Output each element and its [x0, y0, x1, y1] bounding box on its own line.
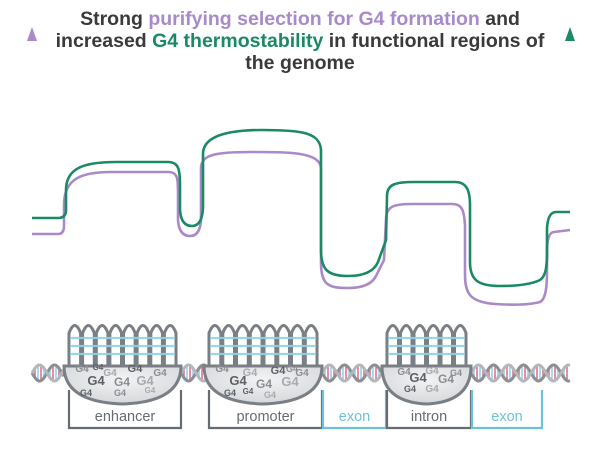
title-part-2: and increased — [55, 8, 520, 52]
g4-hairpin-loop — [276, 324, 291, 365]
dna-backbone — [320, 363, 389, 383]
arrow-up-icon — [27, 27, 37, 41]
g4-label: G4 — [87, 373, 105, 388]
g4-hairpin-loop — [108, 324, 123, 365]
g4-label: G4 — [397, 367, 411, 378]
g4-bulge-body — [202, 364, 324, 406]
g4-bulge-body — [380, 364, 473, 406]
g4-label: G4 — [114, 375, 130, 389]
region-enhancer: enhancer — [67, 390, 183, 430]
dna-helix-segment — [469, 363, 571, 383]
g4-hairpin-loop — [303, 324, 319, 365]
g4-hairpin-loop — [122, 324, 137, 365]
title-part-3: in functional regions of the genome — [245, 30, 545, 74]
g4-hairpin-loop — [162, 324, 178, 365]
dna-backbone — [469, 363, 571, 383]
g4-label: G4 — [215, 364, 229, 375]
arrow-up-icon — [565, 27, 575, 41]
g4-label: G4 — [425, 366, 439, 377]
g4-hairpin-loop — [290, 324, 305, 365]
g4-label: G4 — [75, 364, 89, 375]
region-label: promoter — [236, 409, 294, 425]
g4-hairpin-loop — [149, 324, 164, 365]
g4-label: G4 — [103, 368, 117, 379]
g4-label: G4 — [264, 390, 276, 400]
dna-backbone — [179, 363, 211, 383]
g4-label: G4 — [93, 363, 104, 372]
y-axis-thermostability — [565, 27, 575, 356]
title-part-1: Strong — [80, 8, 149, 30]
region-label: intron — [411, 409, 447, 425]
g4-hairpin-loop — [135, 324, 151, 365]
dna-backbone — [469, 363, 571, 383]
y-axis-selection — [27, 27, 37, 356]
dna-backbone — [30, 363, 66, 383]
region-exon1: exon — [321, 390, 388, 430]
dna-helix-segment — [320, 363, 389, 383]
g4-label: G4 — [128, 363, 144, 375]
g4-label: G4 — [243, 367, 259, 379]
g4-hairpin-loop — [453, 324, 468, 365]
g4-label: G4 — [425, 384, 439, 395]
g4-hairpin-loop — [235, 324, 250, 365]
g4-hairpin-loop — [439, 324, 454, 365]
g4-label: G4 — [145, 386, 156, 395]
g4-label: G4 — [281, 374, 299, 389]
g4-hairpin-loop — [412, 324, 427, 365]
g4-hairpin-loop — [94, 324, 110, 365]
title-purifying-selection: purifying selection for G4 formation — [148, 8, 480, 30]
g4-label: G4 — [80, 388, 92, 398]
region-exon2: exon — [470, 390, 544, 430]
g4-label: G4 — [404, 384, 416, 394]
g4-hairpin-loop — [426, 324, 441, 365]
title-thermostability: G4 thermostability — [152, 30, 324, 52]
region-bracket — [67, 390, 183, 430]
g4-label: G4 — [256, 377, 272, 391]
region-label: enhancer — [95, 409, 156, 425]
g4-label: G4 — [114, 388, 126, 398]
g4-hairpin-loop — [262, 324, 278, 365]
g4-label: G4 — [243, 387, 254, 396]
dna-helix-segment — [30, 363, 66, 383]
g4-label: G4 — [271, 365, 287, 377]
g4-label: G4 — [438, 372, 454, 386]
diagram-title: Strong purifying selection for G4 format… — [40, 8, 560, 74]
g4-hairpin-loop — [67, 324, 83, 365]
g4-label: G4 — [229, 373, 247, 388]
g4-hairpin-loop — [81, 324, 96, 365]
g4-hairpin-loop — [385, 324, 400, 365]
g4-hairpin-loop — [207, 324, 223, 365]
region-bracket — [470, 390, 544, 430]
g4-label: G4 — [136, 373, 154, 388]
dna-double-helix — [30, 363, 571, 383]
g4-hairpin-loop — [221, 324, 236, 365]
dna-backbone — [320, 363, 389, 383]
genomic-regions: enhancer promoter exon intron exon — [67, 390, 544, 430]
g4-label: G4 — [224, 388, 236, 398]
region-label: exon — [491, 409, 522, 425]
selection-curve-purple — [32, 150, 571, 306]
g4-label: G4 — [450, 368, 462, 378]
g4-bulge-body — [62, 364, 183, 406]
g4-hairpin-loop — [399, 324, 414, 365]
g4-label: G4 — [286, 364, 298, 374]
thermostability-curve-green — [32, 128, 570, 288]
g4-label: G4 — [153, 368, 167, 379]
region-label: exon — [339, 409, 370, 425]
dna-backbone — [30, 363, 66, 383]
g4-label: G4 — [295, 368, 309, 379]
g4-hairpin-loop — [248, 324, 264, 365]
g4-label: G4 — [409, 370, 427, 385]
